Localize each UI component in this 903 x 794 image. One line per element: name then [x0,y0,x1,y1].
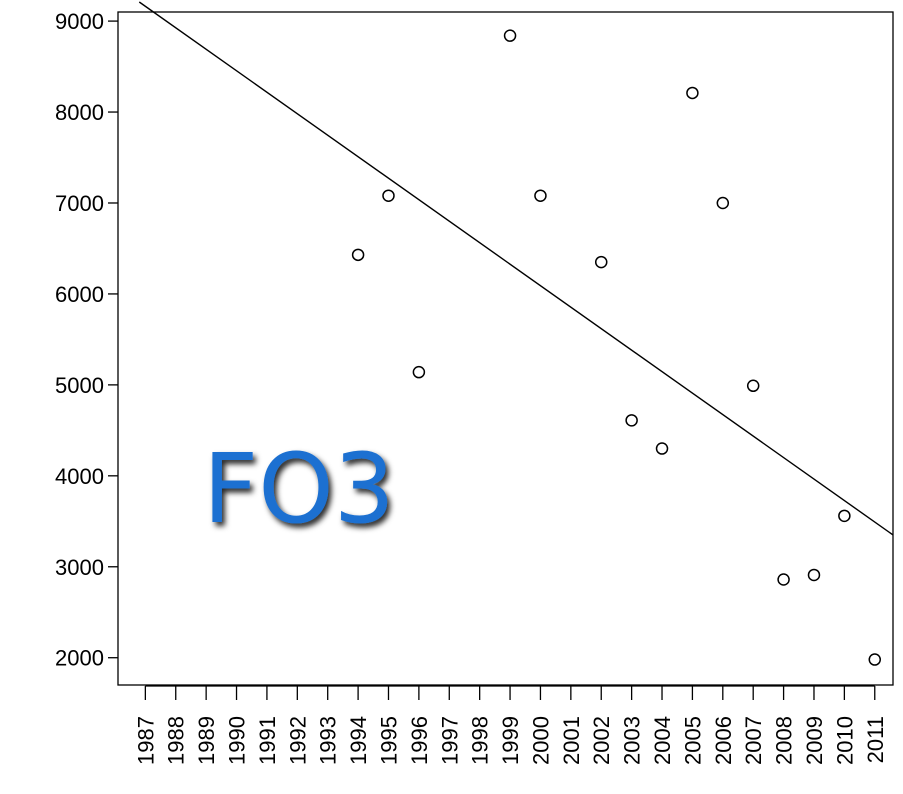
x-tick-label: 1993 [316,716,341,765]
x-tick-label: 1996 [407,716,432,765]
x-tick-label: 2008 [772,716,797,765]
data-point [838,509,851,523]
y-tick-label: 6000 [55,282,104,307]
data-point [777,573,790,586]
x-tick-label: 1997 [437,716,462,765]
x-tick-label: 2005 [680,716,705,765]
x-tick-label: 1990 [225,716,250,765]
x-tick-label: 1992 [285,716,310,765]
data-point [868,653,882,666]
data-point [807,568,821,582]
data-point [534,189,547,202]
y-axis: 2000 3000 4000 5000 6000 7000 8000 9000 [55,9,118,671]
x-tick-label: 1989 [194,716,219,765]
x-tick-label: 2004 [650,716,675,765]
data-point [503,29,517,42]
trend-line [138,1,894,536]
data-point [594,255,608,269]
y-tick-label: 7000 [55,191,104,216]
y-tick-label: 3000 [55,555,104,580]
data-point [686,86,699,100]
y-tick-label: 4000 [55,464,104,489]
y-tick-label: 5000 [55,373,104,398]
x-axis: 1987 1988 1989 1990 1991 1992 1993 1994 1995 1996… [133,685,888,765]
x-tick-label: 1987 [133,716,158,765]
data-point [625,414,638,427]
data-point [716,196,730,210]
x-tick-label: 1995 [376,716,401,765]
x-tick-label: 2010 [832,716,857,765]
x-tick-label: 1991 [255,716,280,765]
data-point [382,189,395,202]
data-point [746,379,760,393]
data-points [351,29,882,666]
x-tick-label: 2007 [741,716,766,765]
data-point [412,365,426,379]
x-tick-label: 2000 [528,716,553,765]
x-tick-label: 1994 [346,716,371,765]
x-tick-label: 1999 [498,716,523,765]
y-tick-label: 2000 [55,646,104,671]
x-tick-label: 2002 [589,716,614,765]
x-tick-label: 1998 [468,716,493,765]
x-tick-label: 1988 [164,716,189,765]
y-tick-label: 8000 [55,100,104,125]
plot-frame [117,11,894,686]
data-point [351,248,365,262]
x-tick-label: 2011 [863,716,888,763]
data-point [655,442,669,455]
x-tick-label: 2006 [711,716,736,765]
x-tick-label: 2003 [620,716,645,765]
overlay-label: FO3 [203,433,395,545]
y-tick-label: 9000 [55,9,104,34]
x-tick-label: 2001 [559,716,584,765]
x-tick-label: 2009 [802,716,827,765]
